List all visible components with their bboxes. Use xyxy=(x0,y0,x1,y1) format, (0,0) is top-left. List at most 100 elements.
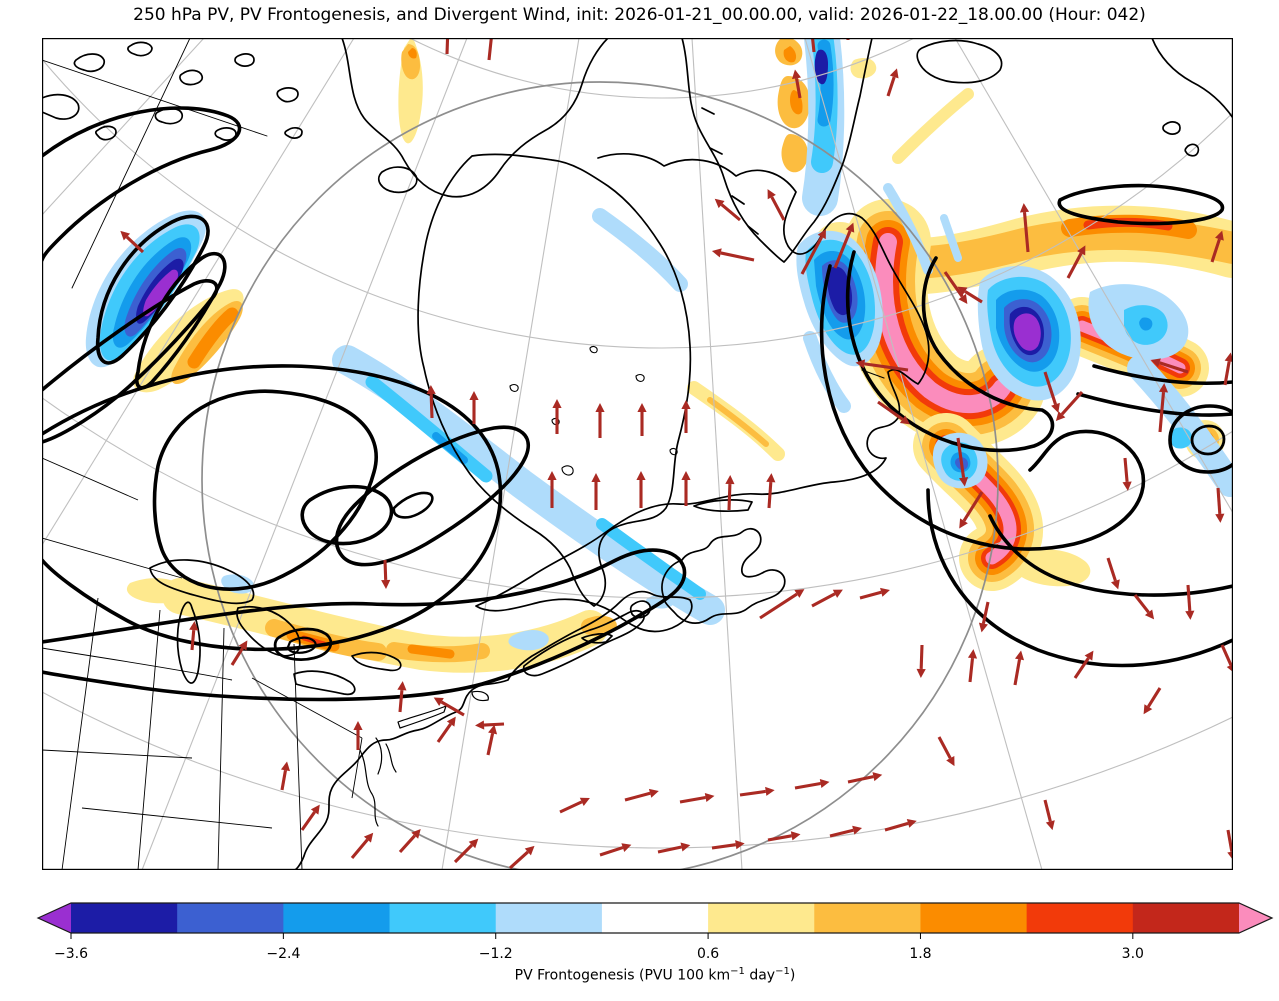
wind-arrow xyxy=(621,843,632,852)
wind-arrow xyxy=(1111,579,1120,590)
colorbar-label-suffix: ) xyxy=(789,967,796,984)
wind-arrow xyxy=(524,845,535,856)
wind-arrow xyxy=(958,293,968,304)
wind-arrow xyxy=(1143,704,1153,715)
wind-arrow xyxy=(819,778,830,789)
colorbar-cell xyxy=(1132,903,1240,933)
graticule xyxy=(42,38,1233,870)
wind-arrow xyxy=(1224,352,1233,363)
colorbar-over-arrow xyxy=(1239,903,1272,933)
wind-arrow xyxy=(1144,609,1155,620)
wind-arrow xyxy=(648,788,659,798)
wind-arrow xyxy=(547,471,557,480)
wind-arrow xyxy=(899,415,910,425)
wind-arrow xyxy=(591,473,601,482)
wind-arrow xyxy=(711,248,722,258)
wind-arrow xyxy=(426,385,436,395)
wind-arrow xyxy=(475,720,485,730)
state-borders xyxy=(42,457,363,870)
wind-arrow xyxy=(469,391,479,400)
colorbar-cell xyxy=(71,903,178,933)
wind-arrow xyxy=(766,473,776,483)
colorbar-label-sup2: −1 xyxy=(775,966,790,977)
wind-arrow xyxy=(120,230,131,241)
map-plot xyxy=(42,38,1233,870)
colorbar-label-sup1: −1 xyxy=(730,966,745,977)
wind-arrow xyxy=(959,476,969,487)
colorbar-tick-label: 1.8 xyxy=(909,946,932,962)
wind-arrow xyxy=(767,189,776,200)
wind-arrow xyxy=(1185,610,1195,620)
colorbar-cell xyxy=(920,903,1028,933)
bold-latitude-circle xyxy=(201,81,999,870)
wind-arrow xyxy=(595,403,605,412)
wind-arrow xyxy=(189,621,199,631)
wind-arrow xyxy=(852,825,863,835)
wind-arrow xyxy=(552,399,562,408)
colorbar-tick-label: −3.6 xyxy=(54,946,88,962)
wind-arrow xyxy=(579,797,590,807)
map-panel xyxy=(42,38,1233,870)
wind-arrow xyxy=(1215,513,1225,523)
wind-arrow xyxy=(1045,820,1055,831)
wind-arrow xyxy=(1122,481,1132,491)
wind-arrow xyxy=(765,786,775,796)
wind-arrow xyxy=(889,68,899,79)
wind-arrow xyxy=(280,761,291,772)
wind-arrow xyxy=(397,681,407,691)
wind-arrow xyxy=(681,400,691,409)
colorbar-label-prefix: PV Frontogenesis (PVU 100 km xyxy=(514,967,731,984)
wind-arrow xyxy=(1150,358,1161,368)
wind-arrow xyxy=(681,471,691,480)
wind-arrow xyxy=(725,475,735,485)
colorbar-cell xyxy=(708,903,815,933)
wind-arrow xyxy=(1077,245,1086,256)
wind-arrow xyxy=(1226,664,1233,673)
colorbar-tick-label: −1.2 xyxy=(478,946,513,962)
colorbar: −3.6 −2.4 −1.2 0.6 1.8 3.0 PV Frontogenesis (… xyxy=(0,890,1279,984)
plot-title: 250 hPa PV, PV Frontogenesis, and Diverg… xyxy=(133,5,1146,25)
wind-arrow xyxy=(880,587,890,597)
wind-arrow xyxy=(967,649,978,659)
wind-arrow xyxy=(238,640,248,651)
wind-arrow xyxy=(1084,650,1094,661)
wind-arrow xyxy=(714,198,725,209)
wind-arrow xyxy=(1227,851,1233,861)
wind-arrows xyxy=(120,38,1233,870)
wind-arrow xyxy=(468,838,479,849)
colorbar-cell xyxy=(177,903,284,933)
wind-arrow xyxy=(446,716,456,727)
wind-arrow xyxy=(1014,650,1025,661)
wind-arrow xyxy=(946,756,955,767)
wind-arrow xyxy=(411,828,421,839)
wind-arrow xyxy=(906,818,917,828)
colorbar-label: PV Frontogenesis (PVU 100 km−1 day−1) xyxy=(0,966,1279,984)
colorbar-tick-label: 0.6 xyxy=(696,946,720,962)
wind-arrow xyxy=(978,622,988,633)
colorbar-cell xyxy=(495,903,603,933)
colorbar-tickmarks xyxy=(70,933,1134,939)
wind-arrow xyxy=(790,831,801,841)
wind-arrow xyxy=(704,792,715,803)
colorbar-svg xyxy=(36,902,1274,939)
wind-arrow xyxy=(680,842,691,852)
wind-arrow xyxy=(957,286,968,296)
wind-arrow xyxy=(353,721,363,730)
wind-arrow xyxy=(433,697,444,706)
wind-arrow xyxy=(381,579,391,589)
map-frame xyxy=(42,38,1233,870)
wind-arrow xyxy=(1215,230,1224,241)
wind-arrow xyxy=(845,222,855,233)
wind-arrow xyxy=(1158,383,1169,393)
wind-arrow xyxy=(791,69,802,80)
colorbar-cell xyxy=(1026,903,1134,933)
wind-arrow xyxy=(794,589,805,598)
wind-arrow xyxy=(855,359,866,369)
colorbar-label-mid: day xyxy=(744,967,776,984)
wind-arrow xyxy=(1051,402,1060,413)
colorbar-cell xyxy=(814,903,922,933)
colorbar-tick-label: 3.0 xyxy=(1121,946,1144,962)
wind-arrow xyxy=(488,724,498,735)
coastlines xyxy=(42,38,1233,870)
